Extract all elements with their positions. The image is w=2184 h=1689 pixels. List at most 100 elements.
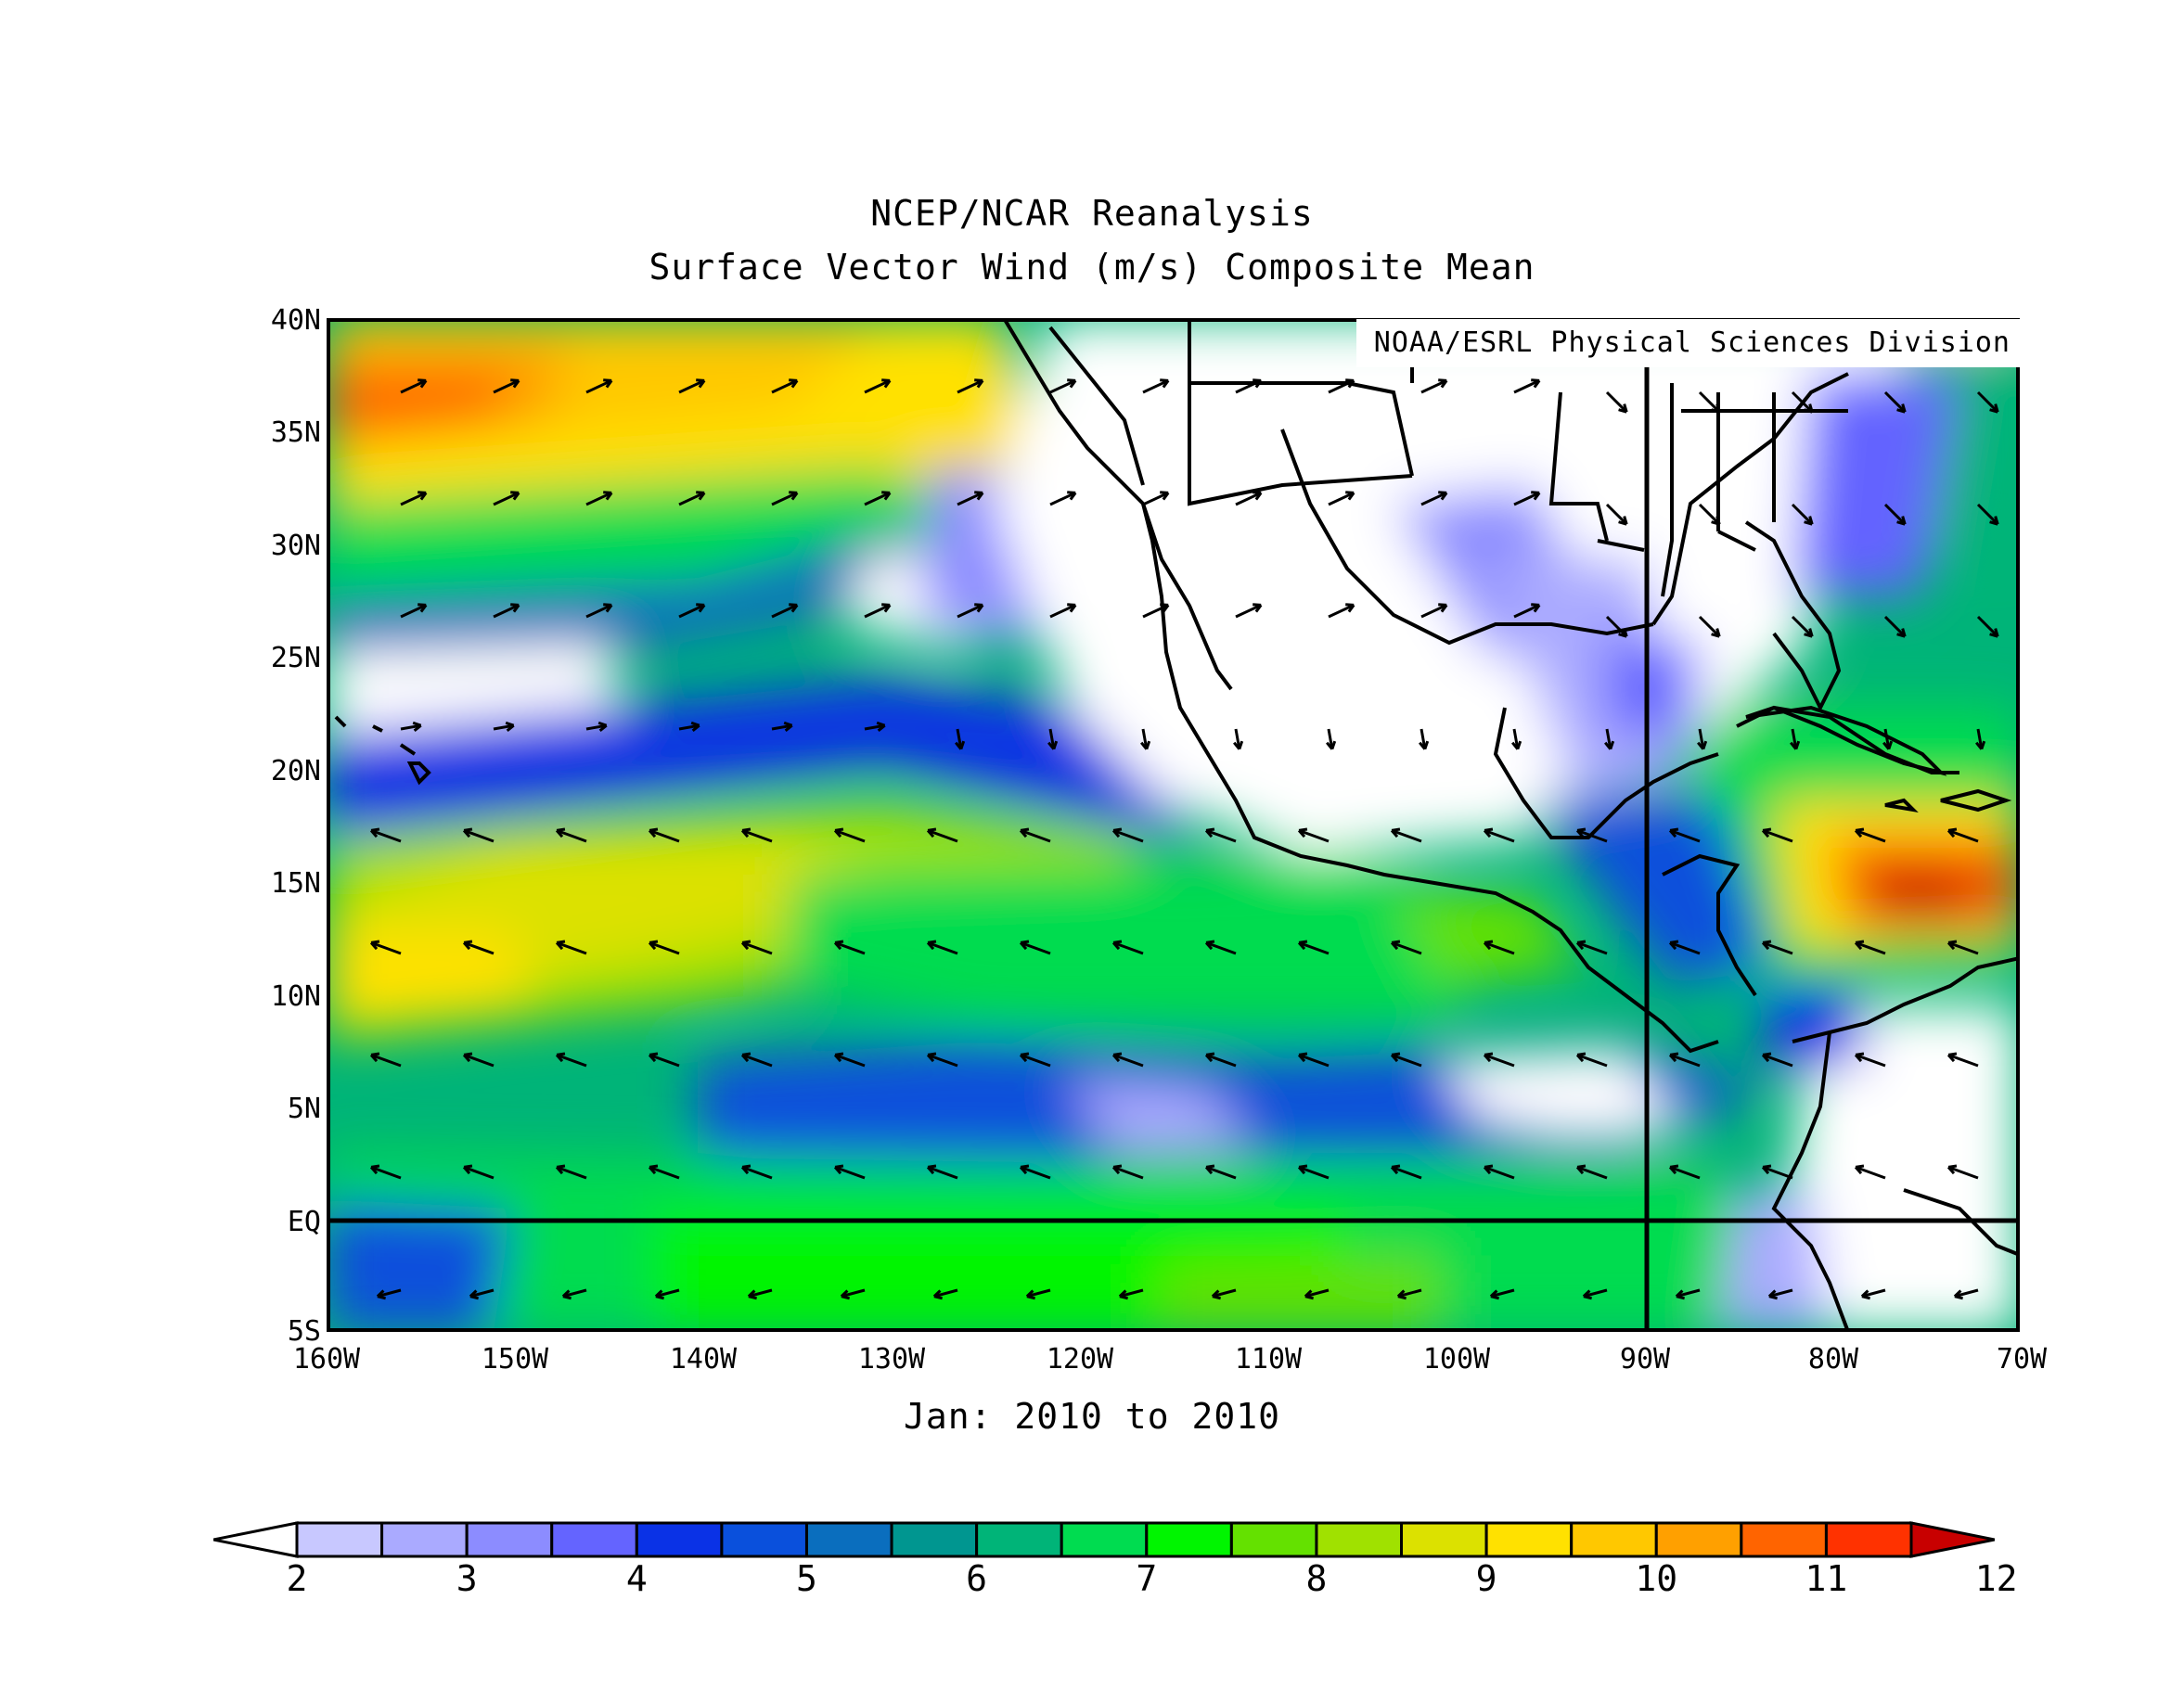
wind-vector-head <box>1668 827 1679 838</box>
wind-vector-head <box>1531 491 1541 501</box>
wind-vector <box>678 491 705 506</box>
wind-vector-head <box>1989 516 1999 526</box>
wind-vector <box>933 1288 958 1299</box>
wind-vector <box>1669 828 1701 843</box>
wind-vector-head <box>555 1164 566 1175</box>
wind-vector-head <box>1896 516 1907 526</box>
wind-vector <box>741 828 773 843</box>
wind-vector-head <box>783 721 793 732</box>
wind-vector-head <box>1946 1052 1958 1063</box>
wind-vector <box>370 940 402 955</box>
wind-vector <box>1976 390 1999 414</box>
colorbar-label: 10 <box>1635 1558 1678 1599</box>
wind-vector-head <box>1882 740 1894 750</box>
wind-vector-head <box>1118 1289 1128 1300</box>
wind-vector <box>400 603 427 619</box>
wind-vector-head <box>510 491 520 501</box>
wind-vector-head <box>974 378 984 389</box>
wind-vector-head <box>1618 403 1628 414</box>
wind-vector <box>1048 728 1056 749</box>
y-tick-label: 5S <box>287 1315 321 1348</box>
coastlines <box>334 318 2020 1332</box>
wind-vector-head <box>740 1164 752 1175</box>
wind-vector <box>1391 828 1422 843</box>
wind-vector-head <box>1160 378 1170 389</box>
wind-vector <box>649 828 680 843</box>
colorbar-swatch <box>1654 1521 1743 1558</box>
wind-vector <box>1698 728 1705 749</box>
wind-vector-head <box>1668 1052 1679 1063</box>
wind-vector-head <box>510 603 520 613</box>
wind-vector-head <box>418 491 428 501</box>
wind-vector <box>463 828 495 843</box>
wind-vector-head <box>369 1052 380 1063</box>
x-tick-label: 70W <box>1996 1343 2048 1376</box>
wind-vector-head <box>1067 491 1077 501</box>
y-tick-label: 15N <box>270 867 321 900</box>
wind-vector-head <box>555 827 566 838</box>
credit-label: NOAA/ESRL Physical Sciences Division <box>1356 319 2020 367</box>
wind-vector-head <box>1233 740 1244 750</box>
wind-vector-head <box>603 378 613 389</box>
wind-vector-head <box>1390 827 1401 838</box>
wind-vector-head <box>1668 1164 1679 1175</box>
wind-vector-head <box>1253 378 1263 389</box>
wind-vector-head <box>510 378 520 389</box>
wind-vector <box>1883 390 1907 414</box>
colorbar-swatch <box>380 1521 469 1558</box>
colorbar-label: 6 <box>966 1558 988 1599</box>
x-tick-label: 130W <box>857 1343 926 1376</box>
colorbar-max-arrow <box>1909 1521 1995 1558</box>
wind-vector <box>400 723 421 731</box>
colorbar-swatch <box>1229 1521 1318 1558</box>
wind-vector <box>1020 828 1051 843</box>
wind-vector-head <box>1297 1052 1308 1063</box>
wind-vector-head <box>1438 491 1448 501</box>
wind-vector-head <box>1067 378 1077 389</box>
wind-vector <box>493 491 520 506</box>
wind-vector-head <box>1111 1052 1123 1063</box>
wind-vector-head <box>1575 940 1587 951</box>
wind-vector-head <box>747 1289 757 1300</box>
wind-vector-head <box>555 1052 566 1063</box>
wind-vector-head <box>833 1052 844 1063</box>
wind-vector-head <box>1618 628 1628 638</box>
wind-vector <box>1855 1053 1886 1068</box>
wind-vector <box>463 940 495 955</box>
wind-vector <box>956 728 963 749</box>
wind-vector <box>1142 491 1169 506</box>
y-tick-label: 25N <box>270 642 321 674</box>
wind-vector-head <box>1345 603 1355 613</box>
wind-vector <box>1141 728 1149 749</box>
chart-title: NCEP/NCAR Reanalysis <box>870 193 1314 234</box>
wind-vector-head <box>1854 940 1865 951</box>
wind-vector <box>1391 1165 1422 1180</box>
wind-vector <box>1235 491 1262 506</box>
wind-vector <box>1698 503 1721 526</box>
wind-vector-head <box>1438 378 1448 389</box>
wind-vector <box>1484 940 1515 955</box>
y-tick-label: 40N <box>270 304 321 337</box>
wind-vector-head <box>876 721 886 732</box>
wind-vector-head <box>926 940 937 951</box>
wind-vector <box>585 378 612 394</box>
wind-vector <box>1112 940 1144 955</box>
wind-vector <box>1698 615 1721 638</box>
wind-vector-head <box>1390 940 1401 951</box>
colorbar-label: 4 <box>625 1558 648 1599</box>
wind-vector-head <box>1804 516 1814 526</box>
wind-vector-head <box>1582 1289 1592 1300</box>
colorbar-label: 9 <box>1475 1558 1497 1599</box>
wind-vector-head <box>1025 1289 1035 1300</box>
wind-vector <box>1484 1053 1515 1068</box>
wind-vector-head <box>603 491 613 501</box>
wind-vector-head <box>696 378 706 389</box>
x-tick-label: 110W <box>1234 1343 1303 1376</box>
wind-vector-head <box>926 827 937 838</box>
colorbar-swatch <box>720 1521 808 1558</box>
wind-vector-head <box>1854 1164 1865 1175</box>
x-tick-label: 120W <box>1046 1343 1114 1376</box>
wind-vector-head <box>881 378 892 389</box>
wind-vector-head <box>418 603 428 613</box>
wind-vector <box>463 1053 495 1068</box>
